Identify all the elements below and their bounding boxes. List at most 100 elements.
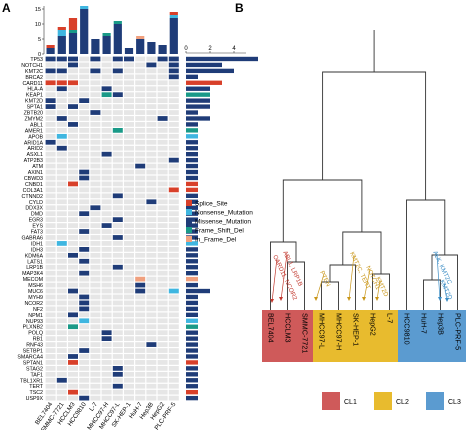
- empty-cell: [168, 258, 179, 264]
- cluster-legend: CL1 CL2 CL3: [322, 392, 461, 410]
- empty-cell: [135, 336, 146, 341]
- empty-cell: [90, 300, 101, 306]
- empty-cell: [146, 318, 157, 324]
- empty-cell: [135, 360, 146, 365]
- empty-cell: [135, 110, 146, 115]
- empty-cell: [124, 294, 134, 300]
- empty-cell: [112, 175, 123, 181]
- empty-cell: [112, 354, 123, 359]
- empty-cell: [146, 383, 157, 389]
- empty-cell: [124, 342, 134, 347]
- gene-label: CBWD3: [24, 176, 43, 182]
- empty-cell: [146, 92, 157, 98]
- empty-cell: [124, 288, 134, 294]
- mutation-cell: [168, 68, 179, 74]
- empty-cell: [168, 318, 179, 324]
- empty-cell: [56, 389, 67, 395]
- annotation-arrow-head: [375, 297, 379, 301]
- empty-cell: [56, 270, 67, 276]
- empty-cell: [45, 92, 56, 98]
- mutation-cell: [79, 98, 90, 103]
- empty-cell: [101, 389, 112, 395]
- empty-cell: [112, 157, 123, 163]
- empty-cell: [146, 282, 157, 288]
- mutation-cell: [45, 98, 56, 103]
- empty-cell: [90, 199, 101, 205]
- empty-cell: [124, 157, 134, 163]
- empty-cell: [68, 128, 78, 133]
- gene-label: BRCA2: [25, 75, 43, 81]
- empty-cell: [56, 181, 67, 187]
- empty-cell: [45, 217, 56, 222]
- empty-cell: [90, 235, 101, 240]
- mutation-cell: [168, 288, 179, 294]
- gene-frequency-bar: [186, 366, 198, 371]
- dendrogram-branch: [322, 71, 427, 200]
- mutation-cell: [135, 276, 146, 282]
- gene-frequency-bar: [186, 378, 198, 383]
- gene-label: TBL1XR1: [20, 378, 43, 384]
- empty-cell: [56, 128, 67, 133]
- empty-cell: [79, 151, 90, 157]
- sample-bar-segment: [68, 33, 78, 54]
- empty-cell: [124, 377, 134, 383]
- empty-cell: [157, 252, 168, 258]
- empty-cell: [146, 86, 157, 92]
- empty-cell: [56, 294, 67, 300]
- gene-label: NUP93: [26, 319, 43, 325]
- empty-cell: [45, 181, 56, 187]
- empty-cell: [45, 342, 56, 347]
- empty-cell: [146, 133, 157, 139]
- empty-cell: [135, 229, 146, 234]
- empty-cell: [146, 151, 157, 157]
- empty-cell: [112, 151, 123, 157]
- gene-label: MSH6: [28, 283, 43, 289]
- leaf-label: PLC-PRF-5: [454, 313, 463, 350]
- empty-cell: [79, 68, 90, 74]
- empty-cell: [90, 133, 101, 139]
- mutation-cell: [56, 80, 67, 86]
- empty-cell: [168, 116, 179, 121]
- empty-cell: [45, 169, 56, 175]
- cluster-legend-label: CL1: [344, 399, 357, 406]
- empty-cell: [101, 348, 112, 353]
- empty-cell: [101, 169, 112, 175]
- leaf-labels: BEL7404 HCCLM3 SMMC-7721 MHCC97-L MHCC97-H SK…: [267, 313, 463, 353]
- empty-cell: [112, 247, 123, 252]
- empty-cell: [45, 62, 56, 68]
- mutation-cell: [56, 68, 67, 74]
- empty-cell: [45, 389, 56, 395]
- gene-label: TERT: [29, 384, 43, 390]
- empty-cell: [101, 128, 112, 133]
- gene-label: SMARCA4: [17, 354, 43, 360]
- empty-cell: [90, 264, 101, 270]
- empty-cell: [45, 157, 56, 163]
- empty-cell: [135, 324, 146, 330]
- empty-cell: [90, 276, 101, 282]
- empty-cell: [168, 223, 179, 228]
- gene-label: ARID2: [27, 146, 43, 152]
- mutation-cell: [68, 252, 78, 258]
- empty-cell: [101, 199, 112, 205]
- empty-cell: [79, 193, 90, 199]
- empty-cell: [90, 288, 101, 294]
- empty-cell: [168, 169, 179, 175]
- empty-cell: [45, 193, 56, 199]
- empty-cell: [90, 217, 101, 222]
- empty-cell: [146, 175, 157, 181]
- empty-cell: [135, 62, 146, 68]
- gene-label: CTNND2: [22, 194, 44, 200]
- empty-cell: [79, 383, 90, 389]
- cluster-legend-swatch: [426, 392, 444, 410]
- annotation-arrow-line: [280, 253, 288, 301]
- empty-cell: [168, 104, 179, 109]
- gene-label: ZMYM2: [24, 116, 43, 122]
- legend-label: Frame_Shift_Del: [195, 228, 244, 235]
- empty-cell: [112, 187, 123, 193]
- empty-cell: [135, 175, 146, 181]
- empty-cell: [90, 330, 101, 336]
- mutation-cell: [68, 360, 78, 365]
- empty-cell: [112, 205, 123, 211]
- empty-cell: [146, 389, 157, 395]
- annotation-arrow-head: [314, 297, 318, 301]
